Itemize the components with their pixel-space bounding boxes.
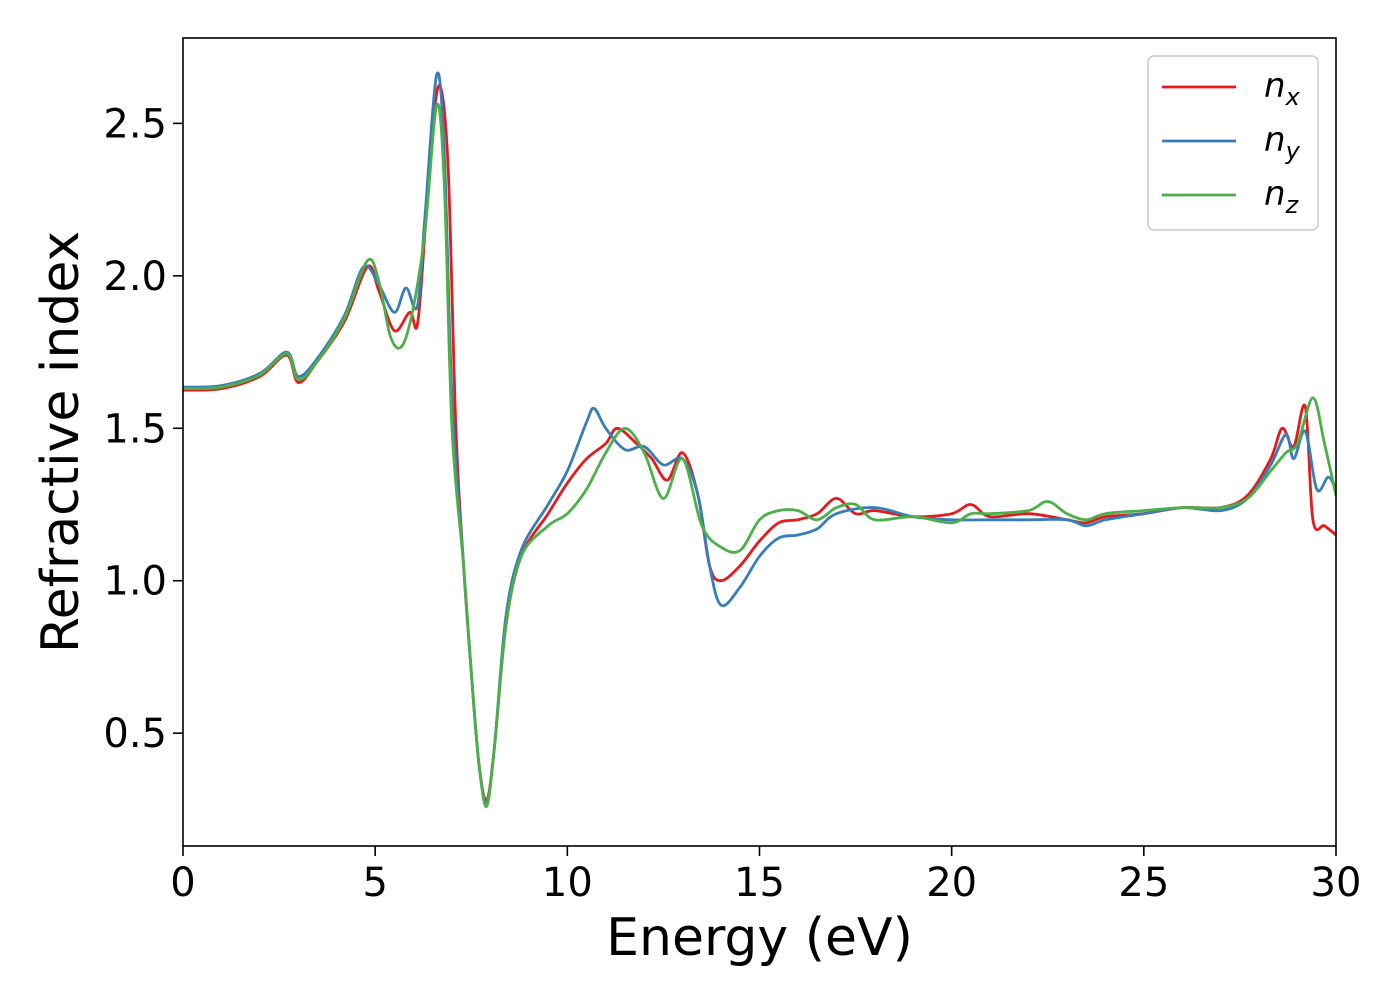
x-axis-ticks: 0 5 10 15 20 25 30 (170, 846, 1361, 906)
x-tick-label: 25 (1118, 860, 1169, 906)
series-line-ny (183, 71, 1336, 805)
x-tick-label: 15 (734, 860, 785, 906)
x-tick-label: 20 (926, 860, 977, 906)
legend-label-ny: ny (1264, 120, 1301, 165)
y-tick-label: 0.5 (103, 711, 167, 757)
legend-label-nx: nx (1264, 66, 1301, 111)
x-tick-label: 5 (362, 860, 387, 906)
x-tick-label: 0 (170, 860, 195, 906)
series-line-nx (183, 83, 1336, 802)
series-line-nz (183, 102, 1336, 808)
x-tick-label: 30 (1311, 860, 1362, 906)
y-tick-label: 2.0 (103, 254, 167, 300)
legend-box (1147, 55, 1319, 231)
y-axis-label: Refractive index (31, 231, 91, 653)
x-axis-label: Energy (eV) (606, 908, 913, 968)
x-tick-label: 10 (542, 860, 593, 906)
y-axis-ticks: 0.5 1.0 1.5 2.0 2.5 (103, 101, 183, 757)
y-tick-label: 1.5 (103, 406, 167, 452)
series-layer (183, 71, 1336, 808)
y-tick-label: 2.5 (103, 101, 167, 147)
y-tick-label: 1.0 (103, 559, 167, 605)
